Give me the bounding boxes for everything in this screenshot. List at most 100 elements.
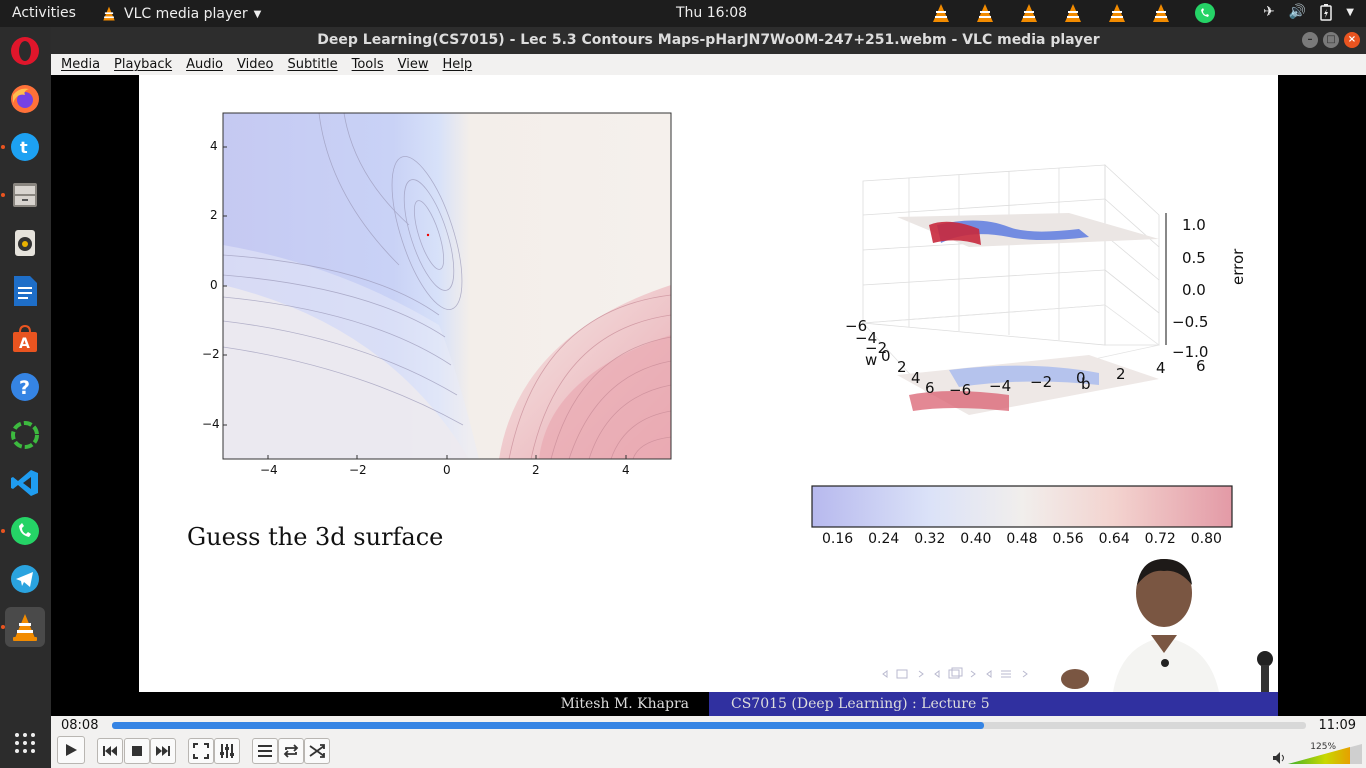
vscode-launcher[interactable] <box>5 463 45 503</box>
rhythmbox-launcher[interactable] <box>5 223 45 263</box>
menu-media[interactable]: Media <box>61 57 101 72</box>
software-launcher[interactable]: A <box>5 319 45 359</box>
app-menu[interactable]: VLC media player ▼ <box>100 5 261 23</box>
colorbar-tick: 0.24 <box>868 531 900 547</box>
menu-help[interactable]: Help <box>442 57 473 72</box>
vlc-tray-icon[interactable] <box>1018 2 1040 24</box>
svg-text:A: A <box>19 336 30 352</box>
circle-sync-icon <box>11 421 39 449</box>
help-icon: ? <box>11 373 39 401</box>
volume-level: 125% <box>1310 742 1336 752</box>
surface-b-tick: −2 <box>1030 373 1053 391</box>
surface-w-tick: −2 <box>865 339 888 357</box>
playback-controls: 08:08 11:09 125% <box>51 716 1366 768</box>
next-button[interactable] <box>150 738 176 764</box>
video-area[interactable]: −4 −2 0 2 4 4 2 0 −2 −4 <box>51 75 1366 716</box>
menu-view[interactable]: View <box>397 57 429 72</box>
system-menu[interactable]: ✈ 🔊 ▼ <box>1263 3 1354 21</box>
menu-video[interactable]: Video <box>237 57 274 72</box>
chevron-down-icon: ▼ <box>1346 6 1354 18</box>
whatsapp-icon <box>11 517 39 545</box>
playlist-button[interactable] <box>252 738 278 764</box>
seek-bar[interactable] <box>112 722 1306 729</box>
surface-z-tick: 0.0 <box>1182 281 1206 299</box>
play-button[interactable] <box>57 736 85 764</box>
beamer-nav-icons <box>882 667 1028 679</box>
close-button[interactable]: × <box>1344 32 1360 48</box>
vlc-cone-icon <box>103 6 115 21</box>
writer-launcher[interactable] <box>5 271 45 311</box>
loop-button[interactable] <box>278 738 304 764</box>
running-indicator <box>1 529 5 533</box>
playlist-icon <box>258 745 272 757</box>
menu-subtitle[interactable]: Subtitle <box>287 57 338 72</box>
surface-b-tick: 2 <box>1116 365 1126 383</box>
vlc-tray-icon[interactable] <box>1150 2 1172 24</box>
dock: t A ? <box>0 27 51 768</box>
contour-y-tick: 2 <box>210 208 218 222</box>
window-titlebar[interactable]: Deep Learning(CS7015) - Lec 5.3 Contours… <box>51 27 1366 54</box>
vlc-tray-icon[interactable] <box>1062 2 1084 24</box>
app-menu-label: VLC media player <box>124 6 248 22</box>
contour-plot <box>222 112 672 460</box>
colorbar-tick: 0.48 <box>1006 531 1038 547</box>
previous-button[interactable] <box>97 738 123 764</box>
minimize-button[interactable]: – <box>1302 32 1318 48</box>
stop-button[interactable] <box>124 738 150 764</box>
airplane-icon: ✈ <box>1263 4 1275 20</box>
menu-playback[interactable]: Playback <box>114 57 173 72</box>
opera-launcher[interactable] <box>5 31 45 71</box>
sync-launcher[interactable] <box>5 415 45 455</box>
clock[interactable]: Thu 16:08 <box>676 5 748 21</box>
colorbar-tick: 0.40 <box>960 531 992 547</box>
surface-w-tick: 2 <box>897 358 907 376</box>
fullscreen-icon <box>193 743 209 759</box>
document-icon <box>14 276 37 306</box>
shopping-bag-icon: A <box>13 324 37 352</box>
contour-x-tick: 2 <box>532 463 540 477</box>
contour-y-tick: 4 <box>210 139 218 153</box>
tweetdeck-launcher[interactable]: t <box>5 127 45 167</box>
vlc-tray-icon[interactable] <box>974 2 996 24</box>
speaker-volume-icon[interactable] <box>1272 751 1286 765</box>
file-cabinet-icon <box>13 183 37 207</box>
files-launcher[interactable] <box>5 175 45 215</box>
colorbar-tick: 0.56 <box>1052 531 1084 547</box>
slide-caption: Guess the 3d surface <box>187 523 444 551</box>
running-indicator <box>1 145 5 149</box>
svg-text:t: t <box>20 138 28 157</box>
running-indicator <box>1 625 5 629</box>
activities-button[interactable]: Activities <box>12 5 76 21</box>
vlc-tray-icon[interactable] <box>1106 2 1128 24</box>
opera-icon <box>11 37 39 65</box>
slide-footer: Mitesh M. Khapra CS7015 (Deep Learning) … <box>139 692 1278 716</box>
shuffle-button[interactable] <box>304 738 330 764</box>
volume-icon: 🔊 <box>1288 4 1307 20</box>
total-time[interactable]: 11:09 <box>1318 718 1356 733</box>
equalizer-icon <box>220 744 234 758</box>
window-controls: – □ × <box>1302 32 1360 48</box>
whatsapp-launcher[interactable] <box>5 511 45 551</box>
telegram-icon <box>11 565 39 593</box>
elapsed-time[interactable]: 08:08 <box>61 718 99 733</box>
top-bar: Activities VLC media player ▼ Thu 16:08 … <box>0 0 1366 27</box>
fullscreen-button[interactable] <box>188 738 214 764</box>
volume-slider[interactable] <box>1288 744 1362 764</box>
firefox-icon <box>11 85 39 113</box>
vlc-tray-icon[interactable] <box>930 2 952 24</box>
contour-x-tick: 4 <box>622 463 630 477</box>
whatsapp-tray-icon[interactable] <box>1194 2 1216 24</box>
menu-tools[interactable]: Tools <box>351 57 384 72</box>
maximize-button[interactable]: □ <box>1323 32 1339 48</box>
menu-audio[interactable]: Audio <box>186 57 224 72</box>
surface-b-tick: 0 <box>1076 369 1086 387</box>
firefox-launcher[interactable] <box>5 79 45 119</box>
help-launcher[interactable]: ? <box>5 367 45 407</box>
surface-w-tick: 0 <box>881 347 891 365</box>
colorbar <box>811 485 1233 528</box>
extended-settings-button[interactable] <box>214 738 240 764</box>
vlc-launcher[interactable] <box>5 607 45 647</box>
show-applications-icon[interactable] <box>13 731 37 755</box>
telegram-launcher[interactable] <box>5 559 45 599</box>
menu-bar: Media Playback Audio Video Subtitle Tool… <box>51 54 1366 75</box>
